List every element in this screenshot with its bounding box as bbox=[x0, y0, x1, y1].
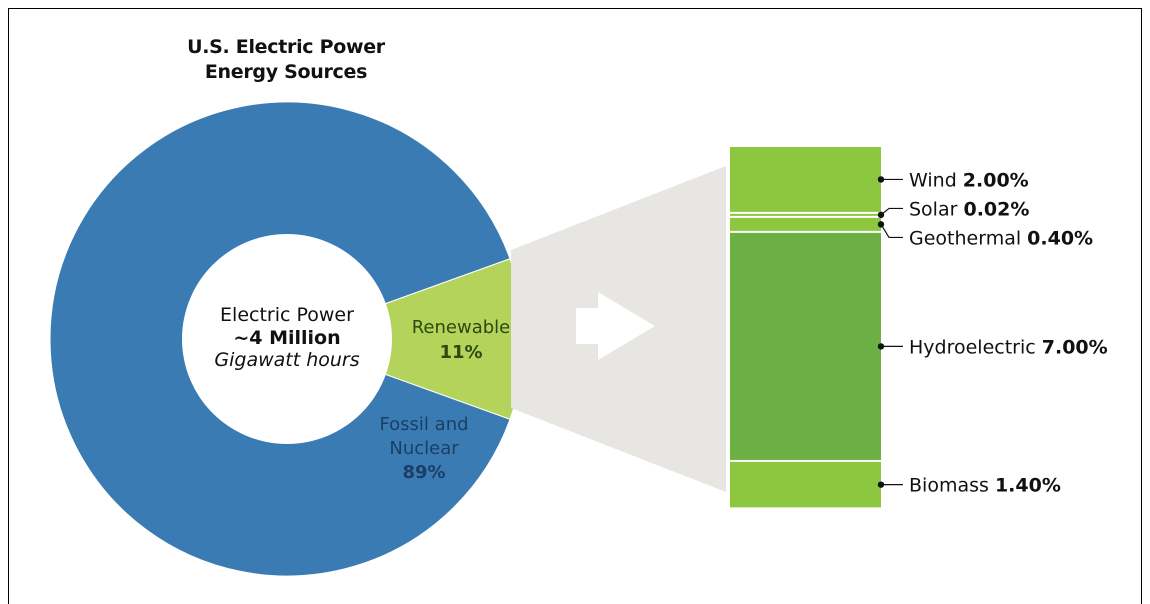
legend-name-biomass: Biomass bbox=[909, 475, 995, 497]
arrow-icon bbox=[576, 292, 655, 360]
legend-name-hydroelectric: Hydroelectric bbox=[909, 336, 1042, 358]
leader-dot-geothermal bbox=[877, 221, 885, 228]
breakdown-bar bbox=[730, 147, 881, 508]
leader-dot-hydroelectric bbox=[877, 343, 885, 350]
legend-entry-hydroelectric: Hydroelectric 7.00% bbox=[909, 336, 1108, 358]
legend-entry-geothermal: Geothermal 0.40% bbox=[909, 227, 1093, 249]
bar-segment-solar bbox=[730, 213, 881, 216]
bar-segment-hydroelectric bbox=[730, 232, 881, 460]
leader-line-solar bbox=[880, 207, 903, 216]
legend-value-biomass: 1.40% bbox=[995, 475, 1061, 497]
slice-label-fossil-line1: Fossil and bbox=[379, 414, 468, 435]
legend-entry-wind: Wind 2.00% bbox=[909, 169, 1029, 191]
leader-dot-biomass bbox=[877, 481, 885, 488]
bar-segment-geothermal bbox=[730, 217, 881, 231]
donut-hole bbox=[182, 234, 392, 444]
slice-label-fossil-line2: Nuclear bbox=[389, 438, 459, 459]
legend-name-geothermal: Geothermal bbox=[909, 227, 1027, 249]
leader-dot-wind bbox=[877, 176, 885, 183]
leader-dot-solar bbox=[877, 211, 885, 219]
legend-value-wind: 2.00% bbox=[963, 169, 1029, 191]
chart-frame bbox=[8, 8, 1142, 604]
breakdown-legend: Wind 2.00%Solar 0.02%Geothermal 0.40%Hyd… bbox=[877, 169, 1108, 497]
bar-segment-biomass bbox=[730, 461, 881, 508]
slice-value-renewable: 11% bbox=[439, 342, 482, 363]
center-label-title: Electric Power bbox=[220, 304, 354, 326]
chart-title: U.S. Electric Power bbox=[187, 36, 386, 58]
legend-entry-solar: Solar 0.02% bbox=[909, 198, 1029, 220]
legend-entry-biomass: Biomass 1.40% bbox=[909, 475, 1061, 497]
legend-name-solar: Solar bbox=[909, 198, 963, 220]
center-label-value: ~4 Million bbox=[233, 327, 340, 349]
slice-label-renewable: Renewable bbox=[412, 317, 511, 338]
slice-value-fossil: 89% bbox=[402, 462, 445, 483]
legend-value-hydroelectric: 7.00% bbox=[1042, 336, 1108, 358]
center-label-unit: Gigawatt hours bbox=[214, 349, 359, 371]
leader-line-geothermal bbox=[880, 224, 903, 239]
bar-segment-wind bbox=[730, 147, 881, 212]
legend-value-solar: 0.02% bbox=[963, 198, 1029, 220]
chart-subtitle: Energy Sources bbox=[205, 61, 367, 83]
legend-name-wind: Wind bbox=[909, 169, 963, 191]
legend-value-geothermal: 0.40% bbox=[1027, 227, 1093, 249]
